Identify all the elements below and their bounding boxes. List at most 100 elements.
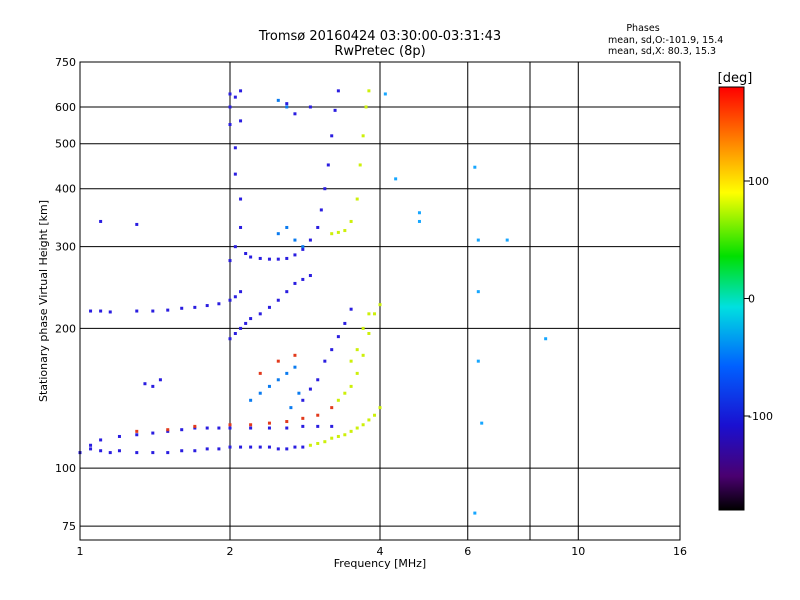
data-point xyxy=(180,306,184,310)
data-point xyxy=(361,326,365,330)
data-point xyxy=(316,225,320,229)
data-point xyxy=(355,348,359,352)
data-point xyxy=(151,431,155,435)
data-point xyxy=(276,447,280,451)
data-point xyxy=(289,406,293,410)
data-point xyxy=(166,308,170,312)
x-tick-label: 10 xyxy=(571,545,585,558)
data-point xyxy=(373,413,377,417)
data-point xyxy=(228,259,232,263)
data-point xyxy=(239,119,243,123)
data-point xyxy=(228,423,232,427)
data-point xyxy=(293,365,297,369)
data-point xyxy=(249,317,253,321)
data-point xyxy=(193,305,197,309)
data-point xyxy=(258,312,262,316)
chart-subtitle: RwPretec (8p) xyxy=(334,44,425,59)
data-point xyxy=(358,163,362,167)
plot-frame xyxy=(79,61,681,541)
data-point xyxy=(361,423,365,427)
data-point xyxy=(417,219,421,223)
data-point xyxy=(205,426,209,430)
data-point xyxy=(367,332,371,336)
colorbar xyxy=(718,86,745,511)
data-point xyxy=(323,440,327,444)
data-point xyxy=(228,123,232,127)
data-point xyxy=(326,163,330,167)
data-point xyxy=(258,391,262,395)
data-point xyxy=(244,321,248,325)
data-point xyxy=(228,426,232,430)
data-point xyxy=(323,359,327,363)
data-point xyxy=(349,307,353,311)
data-point xyxy=(193,449,197,453)
data-point xyxy=(108,451,112,455)
data-point xyxy=(239,225,243,229)
data-point xyxy=(330,406,334,410)
data-point xyxy=(343,229,347,233)
data-point xyxy=(233,146,237,150)
chart-title: Tromsø 20160424 03:30:00-03:31:43 xyxy=(258,29,501,44)
data-point xyxy=(217,447,221,451)
data-point xyxy=(480,421,484,425)
x-tick-label: 1 xyxy=(77,545,84,558)
data-point xyxy=(205,447,209,451)
data-point xyxy=(349,429,353,433)
data-point xyxy=(233,245,237,249)
data-point xyxy=(267,421,271,425)
x-tick-label: 4 xyxy=(377,545,384,558)
data-point xyxy=(308,238,312,242)
data-point xyxy=(308,443,312,447)
data-point xyxy=(108,310,112,314)
data-point xyxy=(378,303,382,307)
data-point xyxy=(367,89,371,93)
data-point xyxy=(343,433,347,437)
data-point xyxy=(285,256,289,260)
data-points xyxy=(78,89,548,515)
data-point xyxy=(476,238,480,242)
data-point xyxy=(285,420,289,424)
data-point xyxy=(151,451,155,455)
data-point xyxy=(323,187,327,191)
data-point xyxy=(180,449,184,453)
data-point xyxy=(267,257,271,261)
data-point xyxy=(349,219,353,223)
data-point xyxy=(135,451,139,455)
data-point xyxy=(117,449,121,453)
data-point xyxy=(355,197,359,201)
data-point xyxy=(378,406,382,410)
data-point xyxy=(293,253,297,257)
data-point xyxy=(544,337,548,341)
data-point xyxy=(333,108,337,112)
colorbar-tick-label: 100 xyxy=(748,175,769,188)
y-tick-label: 400 xyxy=(55,183,76,196)
legend-line-o: mean, sd,O:-101.9, 15.4 xyxy=(608,35,723,46)
data-point xyxy=(343,321,347,325)
data-point xyxy=(330,436,334,440)
data-point xyxy=(276,232,280,236)
data-point xyxy=(233,295,237,299)
data-point xyxy=(239,290,243,294)
data-point xyxy=(267,445,271,449)
data-point xyxy=(336,89,340,93)
data-point xyxy=(285,447,289,451)
data-point xyxy=(89,309,93,313)
data-point xyxy=(249,423,253,427)
data-point xyxy=(364,105,368,109)
data-point xyxy=(285,225,289,229)
data-point xyxy=(330,424,334,428)
x-tick-label: 2 xyxy=(227,545,234,558)
data-point xyxy=(233,95,237,99)
data-point xyxy=(373,312,377,316)
data-point xyxy=(301,245,305,249)
data-point xyxy=(89,443,93,447)
data-point xyxy=(249,426,253,430)
data-point xyxy=(135,309,139,313)
data-point xyxy=(301,424,305,428)
data-point xyxy=(367,418,371,422)
data-point xyxy=(293,445,297,449)
data-point xyxy=(193,426,197,430)
data-point xyxy=(239,197,243,201)
data-point xyxy=(166,451,170,455)
